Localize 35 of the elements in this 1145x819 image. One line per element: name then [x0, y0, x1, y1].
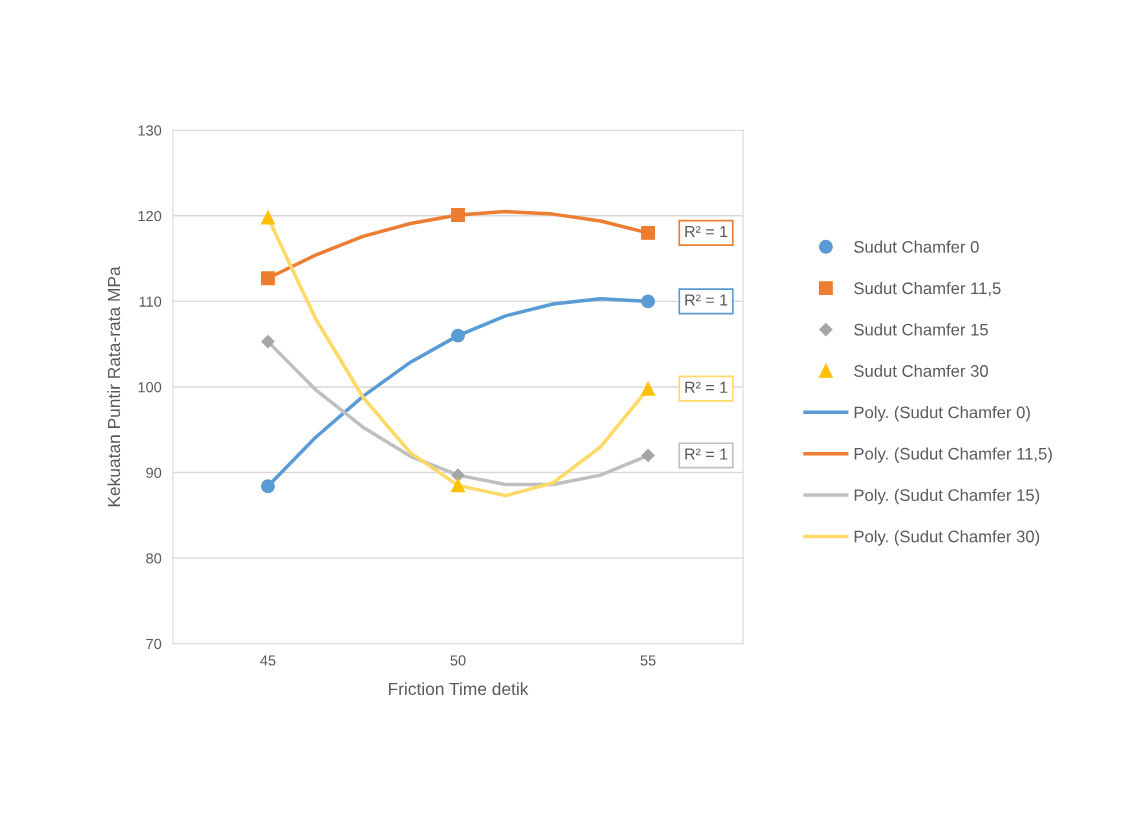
- legend-label: Poly. (Sudut Chamfer 15): [854, 488, 1040, 505]
- legend-label: Poly. (Sudut Chamfer 0): [854, 406, 1030, 422]
- point: [641, 381, 656, 396]
- annotation: R² = 1: [685, 448, 728, 460]
- annotation: R² = 1: [685, 381, 728, 393]
- x-tick-label: 55: [640, 655, 656, 666]
- legend-label: Sudut Chamfer 30: [854, 364, 988, 377]
- legend-label: Poly. (Sudut Chamfer 11,5): [854, 447, 1052, 463]
- y-axis-title: Kekuatan Puntir Rata-rata MPa: [107, 266, 121, 507]
- point: [451, 478, 465, 493]
- point: [260, 479, 275, 494]
- y-tick-label: 130: [138, 125, 162, 136]
- point: [261, 335, 275, 349]
- y-tick-label: 110: [139, 296, 162, 307]
- point: [641, 294, 656, 309]
- point: [641, 448, 655, 463]
- y-tick-label: 90: [146, 467, 162, 478]
- point: [260, 210, 275, 225]
- legend-label: Sudut Chamfer 11,5: [854, 281, 1001, 297]
- legend-label: Poly. (Sudut Chamfer 30): [854, 530, 1040, 546]
- point: [451, 328, 465, 343]
- legend-label: Sudut Chamfer 15: [854, 323, 988, 336]
- point: [260, 271, 275, 286]
- y-tick-label: 100: [138, 382, 162, 393]
- y-tick-label: 80: [146, 553, 162, 564]
- annotation: R² = 1: [685, 225, 728, 238]
- x-axis-title: Friction Time detik: [389, 682, 529, 696]
- x-tick-label: 45: [260, 655, 276, 666]
- legend-label: Sudut Chamfer 0: [854, 240, 979, 253]
- y-tick-label: 70: [146, 638, 162, 650]
- point: [641, 225, 656, 240]
- y-tick-label: 120: [138, 210, 162, 222]
- point: [451, 208, 465, 222]
- x-tick-label: 50: [450, 655, 466, 666]
- annotation: R² = 1: [685, 294, 728, 306]
